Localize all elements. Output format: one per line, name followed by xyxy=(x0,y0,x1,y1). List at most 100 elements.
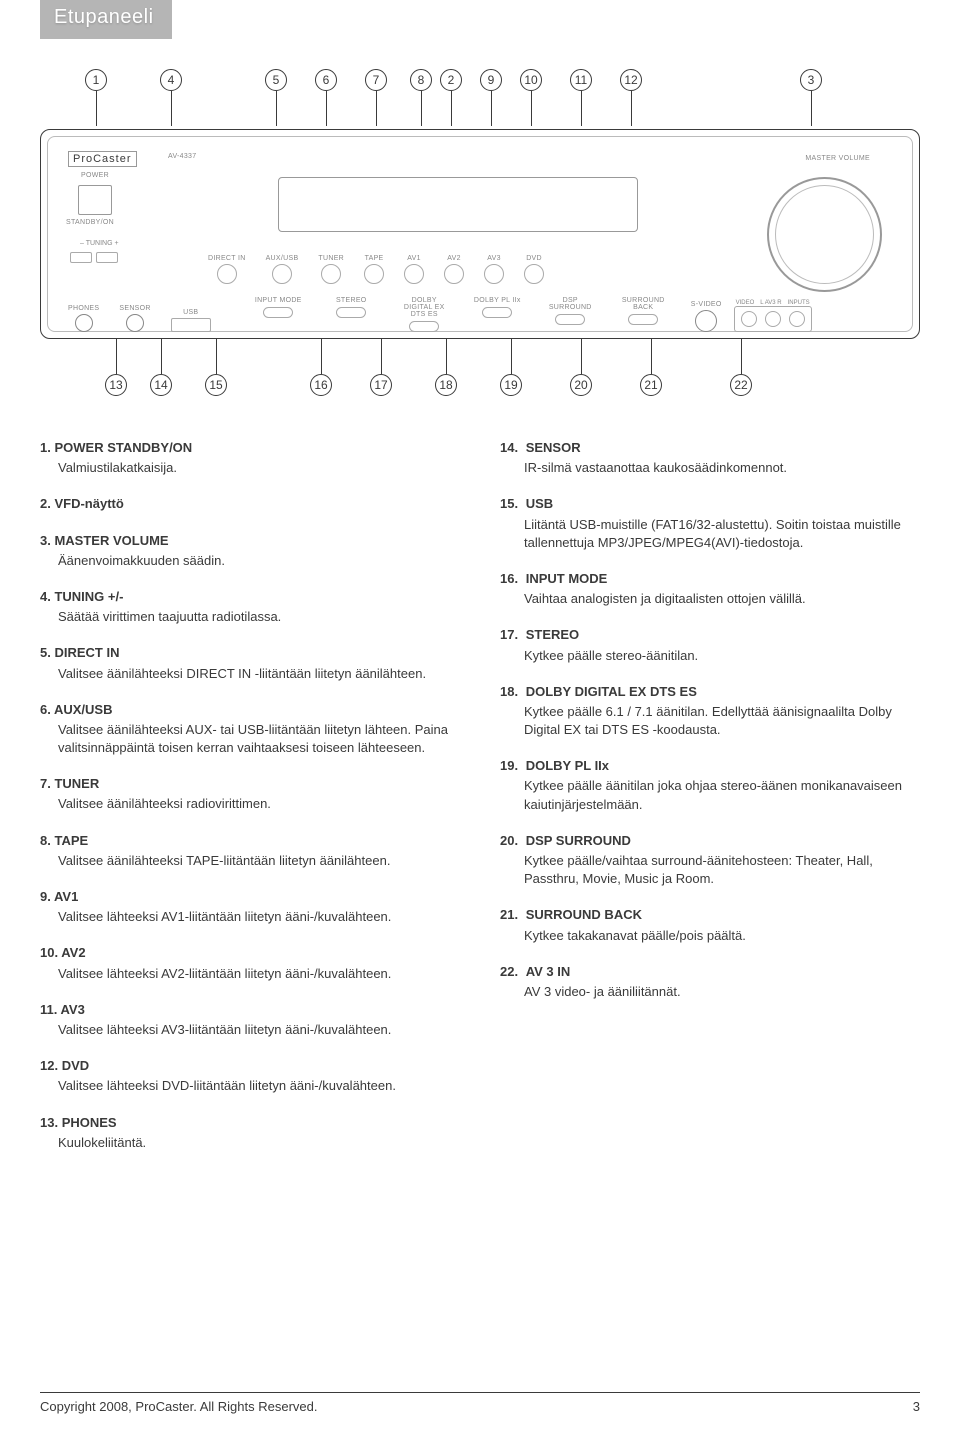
usb-label: USB xyxy=(171,309,211,316)
entry-heading: 21. SURROUND BACK xyxy=(500,906,920,924)
callout-leader xyxy=(326,91,327,126)
callout-13: 13 xyxy=(105,339,127,396)
entry-title: AUX/USB xyxy=(54,702,113,717)
entry-heading: 16. INPUT MODE xyxy=(500,570,920,588)
callouts-bottom: 13141516171819202122 xyxy=(40,339,920,399)
sensor-hole xyxy=(126,314,144,332)
svideo-jack: S-VIDEO xyxy=(691,301,722,332)
callout-circle: 12 xyxy=(620,69,642,91)
callout-15: 15 xyxy=(205,339,227,396)
mode-pill xyxy=(555,314,585,325)
entry-title: AV1 xyxy=(54,889,78,904)
callout-circle: 1 xyxy=(85,69,107,91)
source-knob xyxy=(272,264,292,284)
source-dvd: DVD xyxy=(524,255,544,284)
svideo-label: S-VIDEO xyxy=(691,301,722,308)
entry-number: 10. xyxy=(40,945,58,960)
callout-10: 10 xyxy=(520,69,542,126)
entry-title: AV 3 IN xyxy=(522,964,571,979)
tuning-label: – TUNING + xyxy=(80,240,119,247)
sensor-label: SENSOR xyxy=(119,305,150,312)
callout-leader xyxy=(451,91,452,126)
entry-description: Valitsee äänilähteeksi AUX- tai USB-liit… xyxy=(40,721,460,757)
entry-11: 11. AV3Valitsee lähteeksi AV3-liitäntään… xyxy=(40,1001,460,1039)
entry-title: VFD-näyttö xyxy=(54,496,123,511)
entry-description: Äänenvoimakkuuden säädin. xyxy=(40,552,460,570)
entry-number: 22. xyxy=(500,964,518,979)
callout-2: 2 xyxy=(440,69,462,126)
entry-10: 10. AV2Valitsee lähteeksi AV2-liitäntään… xyxy=(40,944,460,982)
callout-circle: 2 xyxy=(440,69,462,91)
entry-description: Valmiustilakatkaisija. xyxy=(40,459,460,477)
entry-6: 6. AUX/USB Valitsee äänilähteeksi AUX- ta… xyxy=(40,701,460,758)
entry-heading: 18. DOLBY DIGITAL EX DTS ES xyxy=(500,683,920,701)
entry-title: STEREO xyxy=(522,627,579,642)
source-label: TUNER xyxy=(318,255,344,262)
callout-circle: 4 xyxy=(160,69,182,91)
phones-label: PHONES xyxy=(68,305,99,312)
entry-heading: 3. MASTER VOLUME xyxy=(40,532,460,550)
callout-16: 16 xyxy=(310,339,332,396)
entry-14: 14. SENSORIR-silmä vastaanottaa kaukosää… xyxy=(500,439,920,477)
entry-21: 21. SURROUND BACK Kytkee takakanavat pääl… xyxy=(500,906,920,944)
entry-title: MASTER VOLUME xyxy=(54,533,168,548)
master-volume-label: MASTER VOLUME xyxy=(805,155,870,162)
source-knob xyxy=(524,264,544,284)
entry-2: 2. VFD-näyttö xyxy=(40,495,460,513)
tuning-buttons xyxy=(70,252,118,263)
entry-number: 14. xyxy=(500,440,518,455)
content-columns: 1. POWER STANDBY/ONValmiustilakatkaisija… xyxy=(40,439,920,1170)
entry-description: Valitsee lähteeksi AV3-liitäntään liitet… xyxy=(40,1021,460,1039)
entry-title: INPUT MODE xyxy=(522,571,608,586)
av3in-right-rca xyxy=(789,311,805,327)
mode-label: DOLBY PL IIx xyxy=(470,297,525,304)
model-label: AV-4337 xyxy=(168,153,196,160)
entry-heading: 6. AUX/USB xyxy=(40,701,460,719)
mode-pill xyxy=(482,307,512,318)
callout-leader xyxy=(581,339,582,374)
mode-label: DSP SURROUND xyxy=(543,297,598,311)
entry-7: 7. TUNERValitsee äänilähteeksi radioviri… xyxy=(40,775,460,813)
entry-title: DSP SURROUND xyxy=(522,833,631,848)
callout-20: 20 xyxy=(570,339,592,396)
entry-title: POWER STANDBY/ON xyxy=(54,440,192,455)
sensor-jack: SENSOR xyxy=(119,305,150,332)
mode-dolbydigitalexdtses: DOLBY DIGITAL EX DTS ES xyxy=(397,297,452,332)
callout-circle: 11 xyxy=(570,69,592,91)
callout-leader xyxy=(116,339,117,374)
entry-8: 8. TAPEValitsee äänilähteeksi TAPE-liitä… xyxy=(40,832,460,870)
entry-number: 3. xyxy=(40,533,51,548)
entry-17: 17. STEREOKytkee päälle stereo-äänitilan… xyxy=(500,626,920,664)
entry-title: USB xyxy=(522,496,553,511)
callout-leader xyxy=(216,339,217,374)
callout-leader xyxy=(531,91,532,126)
source-knob xyxy=(217,264,237,284)
entry-description: Valitsee lähteeksi DVD-liitäntään liitet… xyxy=(40,1077,460,1095)
entry-description: AV 3 video- ja ääniliitännät. xyxy=(500,983,920,1001)
callout-circle: 17 xyxy=(370,374,392,396)
entry-5: 5. DIRECT INValitsee äänilähteeksi DIREC… xyxy=(40,644,460,682)
entry-heading: 15. USB xyxy=(500,495,920,513)
entry-number: 13. xyxy=(40,1115,58,1130)
mode-label: STEREO xyxy=(324,297,379,304)
entry-number: 8. xyxy=(40,833,51,848)
entry-description: Kytkee takakanavat päälle/pois päältä. xyxy=(500,927,920,945)
mode-inputmode: INPUT MODE xyxy=(251,297,306,332)
source-directin: DIRECT IN xyxy=(208,255,246,284)
tuning-minus xyxy=(70,252,92,263)
standby-label: STANDBY/ON xyxy=(66,219,114,226)
entry-heading: 2. VFD-näyttö xyxy=(40,495,460,513)
device-panel: ProCaster AV-4337 POWER STANDBY/ON – TUN… xyxy=(40,129,920,339)
entry-3: 3. MASTER VOLUME Äänenvoimakkuuden säädin… xyxy=(40,532,460,570)
footer: Copyright 2008, ProCaster. All Rights Re… xyxy=(40,1392,920,1414)
vfd-display xyxy=(278,177,638,232)
source-row: DIRECT INAUX/USBTUNERTAPEAV1AV2AV3DVD xyxy=(208,255,544,284)
entry-title: TUNING +/- xyxy=(54,589,123,604)
av3in-video: VIDEO xyxy=(736,300,755,306)
mode-stereo: STEREO xyxy=(324,297,379,332)
entry-heading: 22. AV 3 IN xyxy=(500,963,920,981)
entry-title: PHONES xyxy=(62,1115,117,1130)
entry-number: 19. xyxy=(500,758,518,773)
entry-description: Vaihtaa analogisten ja digitaalisten ott… xyxy=(500,590,920,608)
entry-heading: 5. DIRECT IN xyxy=(40,644,460,662)
